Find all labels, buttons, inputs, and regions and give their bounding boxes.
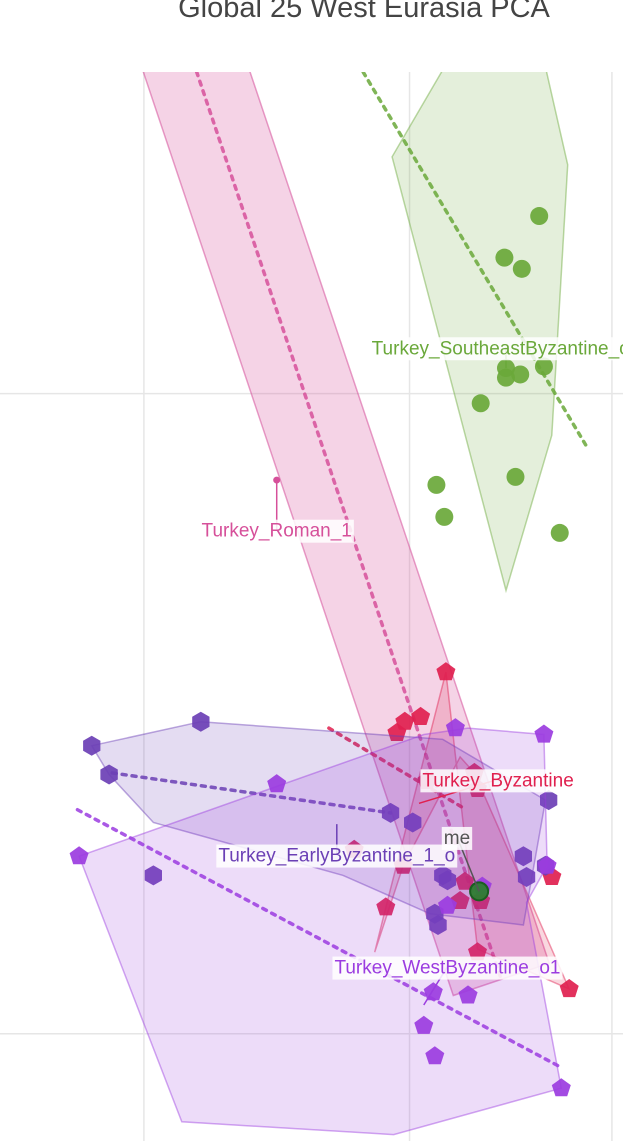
point-turkey-southeastbyzantine-o1 (534, 357, 553, 376)
point-turkey-byzantine (411, 706, 431, 725)
label-group-turkey-southeastbyzantine-o1: Turkey_SoutheastByzantine_o1 (369, 337, 623, 369)
point-turkey-westbyzantine-o1 (425, 1046, 445, 1065)
label-group-turkey-byzantine: Turkey_Byzantine (418, 769, 576, 805)
label-background-turkey-southeastbyzantine-o1 (369, 337, 623, 361)
label-turkey-roman-1: Turkey_Roman_1 (202, 521, 352, 542)
label-background-turkey-earlybyzantine-1-o (216, 844, 458, 868)
point-turkey-southeastbyzantine-o1 (471, 394, 490, 413)
series-turkey-westbyzantine-o1 (69, 718, 571, 1136)
trend-line-turkey-earlybyzantine-1-o (110, 771, 393, 815)
point-turkey-earlybyzantine-1-o (144, 865, 162, 886)
label-group-turkey-roman-1: Turkey_Roman_1 (199, 480, 354, 543)
label-turkey-byzantine: Turkey_Byzantine (422, 770, 573, 791)
label-turkey-westbyzantine-o1: Turkey_WestByzantine_o1 (334, 958, 560, 979)
point-turkey-earlybyzantine-1-o (100, 764, 118, 785)
point-turkey-westbyzantine-o1 (438, 895, 457, 914)
point-turkey-westbyzantine-o1 (267, 774, 287, 793)
point-turkey-earlybyzantine-1-o (514, 846, 532, 867)
series-turkey-southeastbyzantine-o1 (361, 72, 589, 594)
point-turkey-earlybyzantine-1-o (540, 790, 558, 811)
point-turkey-earlybyzantine-1-o (83, 735, 101, 756)
point-turkey-byzantine (387, 722, 407, 741)
label-group-turkey-earlybyzantine-1-o: Turkey_EarlyByzantine_1_o (216, 824, 458, 868)
label-background-turkey-roman-1 (199, 519, 354, 543)
label-turkey-earlybyzantine-1-o: Turkey_EarlyByzantine_1_o (218, 846, 455, 867)
point-turkey-southeastbyzantine-o1 (495, 248, 514, 267)
point-turkey-westbyzantine-o1 (69, 846, 89, 865)
point-turkey-southeastbyzantine-o1 (496, 368, 515, 387)
point-turkey-westbyzantine-o1 (551, 1078, 571, 1097)
label-group-turkey-westbyzantine-o1: Turkey_WestByzantine_o1 (332, 956, 563, 1006)
point-turkey-earlybyzantine-1-o (404, 812, 422, 833)
point-turkey-southeastbyzantine-o1 (435, 507, 454, 526)
point-turkey-southeastbyzantine-o1 (550, 523, 569, 542)
hull-turkey-southeastbyzantine-o1 (391, 72, 569, 594)
label-group-me: me (441, 826, 480, 892)
point-turkey-southeastbyzantine-o1 (506, 467, 525, 486)
label-background-turkey-westbyzantine-o1 (332, 956, 563, 980)
point-turkey-westbyzantine-o1 (534, 724, 554, 743)
point-turkey-westbyzantine-o1 (445, 718, 465, 737)
series-labels: Turkey_SoutheastByzantine_o1 Turkey_Roman… (199, 337, 623, 1006)
trend-line-turkey-southeastbyzantine-o1 (361, 72, 589, 449)
point-turkey-byzantine (468, 942, 487, 961)
point-turkey-westbyzantine-o1 (414, 1015, 434, 1034)
point-turkey-earlybyzantine-1-o (381, 802, 400, 823)
point-turkey-earlybyzantine-1-o (438, 870, 457, 891)
point-turkey-earlybyzantine-1-o (426, 903, 444, 924)
point-turkey-southeastbyzantine-o1 (427, 475, 446, 494)
point-turkey-southeastbyzantine-o1 (530, 207, 549, 226)
point-turkey-westbyzantine-o1 (458, 985, 478, 1004)
point-turkey-southeastbyzantine-o1 (512, 259, 531, 278)
label-turkey-southeastbyzantine-o1: Turkey_SoutheastByzantine_o1 (372, 338, 623, 359)
trend-line-turkey-westbyzantine-o1 (75, 807, 560, 1068)
plot-area (69, 72, 589, 1136)
point-turkey-byzantine (436, 662, 456, 681)
label-background-me (441, 826, 473, 850)
point-turkey-southeastbyzantine-o1 (511, 365, 530, 384)
point-turkey-westbyzantine-o1 (423, 982, 443, 1001)
point-turkey-earlybyzantine-1-o (192, 711, 210, 732)
point-turkey-westbyzantine-o1 (537, 855, 557, 874)
point-turkey-byzantine (559, 979, 579, 998)
point-turkey-byzantine (376, 897, 396, 916)
chart-title: Global 25 West Eurasia PCA (178, 0, 550, 24)
hull-turkey-westbyzantine-o1 (78, 727, 563, 1136)
point-turkey-byzantine (455, 871, 475, 890)
label-background-turkey-byzantine (420, 769, 576, 793)
label-me: me (444, 828, 470, 849)
point-turkey-earlybyzantine-1-o (517, 867, 536, 887)
